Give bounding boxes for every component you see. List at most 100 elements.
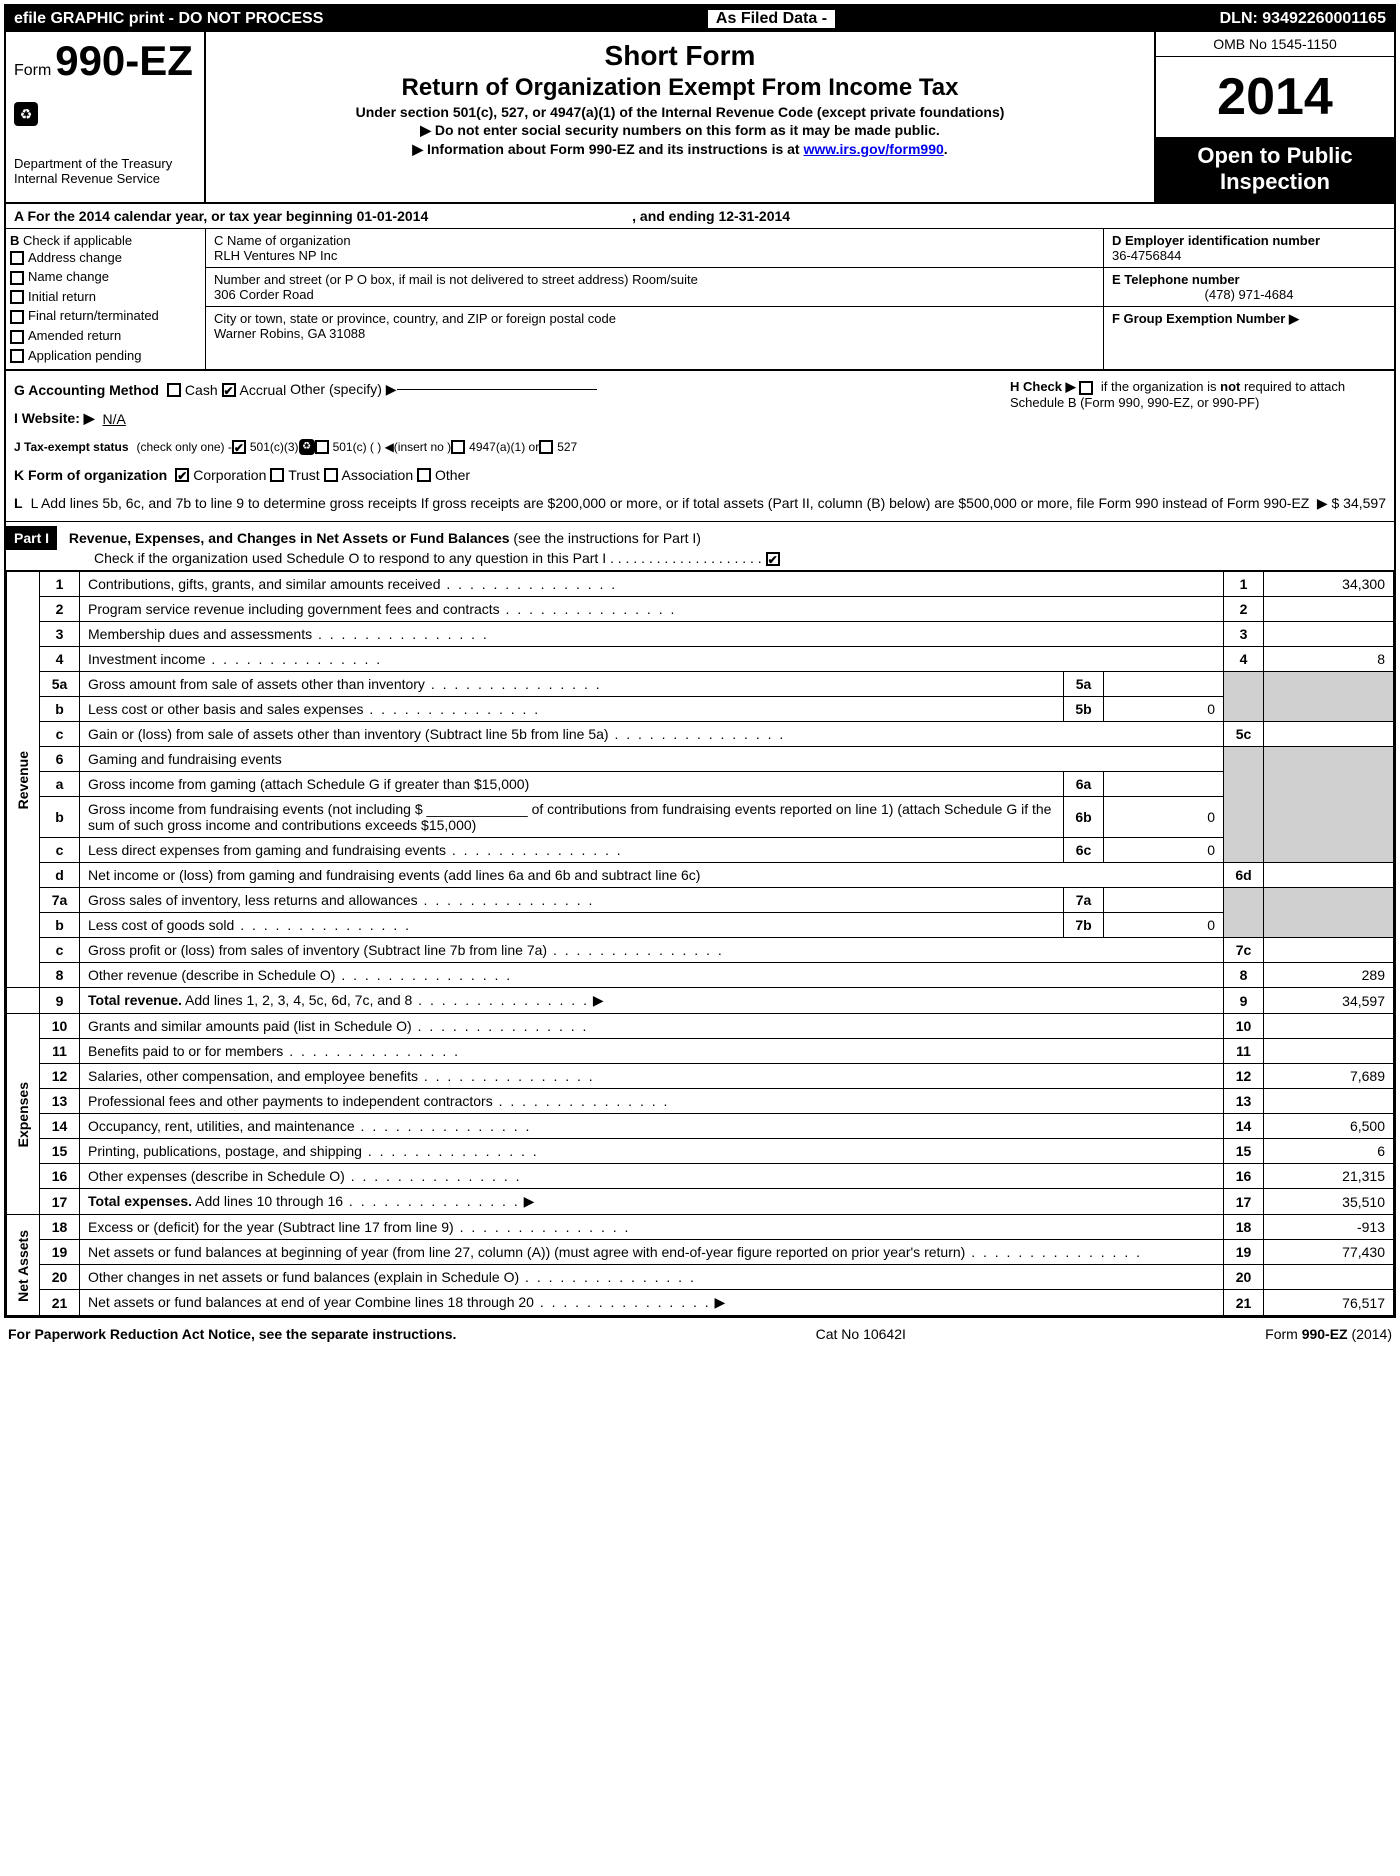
- website-value: N/A: [103, 411, 126, 427]
- part1-schedule-o-cb[interactable]: ✔: [766, 552, 780, 566]
- k-assoc-cb[interactable]: [324, 468, 338, 482]
- cb-pending[interactable]: Application pending: [10, 346, 201, 366]
- ein-value: 36-4756844: [1112, 248, 1386, 263]
- dept-treasury: Department of the Treasury: [14, 156, 196, 171]
- dept-irs: Internal Revenue Service: [14, 171, 196, 186]
- line-6: 6Gaming and fundraising events: [7, 747, 1394, 772]
- line-14: 14Occupancy, rent, utilities, and mainte…: [7, 1114, 1394, 1139]
- form-box: Form 990-EZ ♻ Department of the Treasury…: [6, 32, 206, 202]
- g-other: Other (specify) ▶: [290, 381, 396, 398]
- expenses-label: Expenses: [15, 1082, 31, 1147]
- line-2: 2Program service revenue including gover…: [7, 597, 1394, 622]
- line-1: Revenue 1Contributions, gifts, grants, a…: [7, 572, 1394, 597]
- j-4947: 4947(a)(1) or: [469, 440, 539, 454]
- h-text2: if the organization is: [1101, 379, 1220, 394]
- line-7b: bLess cost of goods sold 7b0: [7, 913, 1394, 938]
- omb-number: OMB No 1545-1150: [1156, 32, 1394, 57]
- c-city-label: City or town, state or province, country…: [214, 311, 1095, 326]
- part1-title: Revenue, Expenses, and Changes in Net As…: [69, 530, 701, 546]
- cb-amended[interactable]: Amended return: [10, 326, 201, 346]
- l-value: ▶ $ 34,597: [1317, 495, 1386, 512]
- line-7a: 7aGross sales of inventory, less returns…: [7, 888, 1394, 913]
- j-501c3: 501(c)(3): [250, 440, 299, 454]
- section-d: D Employer identification number 36-4756…: [1104, 229, 1394, 369]
- j-501c-cb[interactable]: [315, 440, 329, 454]
- c-street-label: Number and street (or P O box, if mail i…: [214, 272, 1095, 287]
- line-5b: bLess cost or other basis and sales expe…: [7, 697, 1394, 722]
- part1-check: Check if the organization used Schedule …: [14, 550, 1386, 566]
- line-6c: cLess direct expenses from gaming and fu…: [7, 838, 1394, 863]
- j-sub: (check only one) -: [137, 440, 232, 454]
- line-5c: cGain or (loss) from sale of assets othe…: [7, 722, 1394, 747]
- footer-mid: Cat No 10642I: [816, 1326, 906, 1342]
- g-other-line: [397, 389, 597, 390]
- line-12: 12Salaries, other compensation, and empl…: [7, 1064, 1394, 1089]
- org-city: Warner Robins, GA 31088: [214, 326, 1095, 341]
- subtitle: Under section 501(c), 527, or 4947(a)(1)…: [212, 104, 1148, 120]
- b-check-label: Check if applicable: [23, 233, 132, 248]
- line-17: 17Total expenses. Add lines 10 through 1…: [7, 1189, 1394, 1215]
- row-j: J Tax-exempt status (check only one) - ✔…: [14, 433, 1386, 461]
- g-cash-cb[interactable]: [167, 383, 181, 397]
- header-bar: efile GRAPHIC print - DO NOT PROCESS As …: [6, 6, 1394, 32]
- info-grid: B Check if applicable Address change Nam…: [6, 229, 1394, 371]
- org-street: 306 Corder Road: [214, 287, 1095, 302]
- netassets-label: Net Assets: [15, 1230, 31, 1302]
- cb-name[interactable]: Name change: [10, 267, 201, 287]
- footer-left: For Paperwork Reduction Act Notice, see …: [8, 1326, 456, 1342]
- period: .: [944, 141, 948, 157]
- warning: ▶ Do not enter social security numbers o…: [212, 122, 1148, 139]
- row-i: I Website: ▶ N/A: [14, 404, 1006, 433]
- form-prefix: Form: [14, 62, 51, 79]
- title-row: Form 990-EZ ♻ Department of the Treasury…: [6, 32, 1394, 204]
- short-form: Short Form: [212, 40, 1148, 72]
- irs-link[interactable]: www.irs.gov/form990: [803, 141, 943, 157]
- k-other: Other: [435, 467, 470, 483]
- section-a-label: A For the 2014 calendar year, or tax yea…: [14, 208, 428, 224]
- main-title: Return of Organization Exempt From Incom…: [212, 74, 1148, 102]
- j-501c3-cb[interactable]: ✔: [232, 440, 246, 454]
- line-4: 4Investment income 48: [7, 647, 1394, 672]
- footer-right: Form 990-EZ (2014): [1265, 1326, 1392, 1342]
- k-corp: Corporation: [193, 467, 266, 483]
- form-container: efile GRAPHIC print - DO NOT PROCESS As …: [4, 4, 1396, 1318]
- line-9: 9Total revenue. Total revenue. Add lines…: [7, 988, 1394, 1014]
- k-corp-cb[interactable]: ✔: [175, 468, 189, 482]
- line-20: 20Other changes in net assets or fund ba…: [7, 1265, 1394, 1290]
- j-527: 527: [557, 440, 577, 454]
- revenue-label: Revenue: [15, 751, 31, 809]
- group-label: F Group Exemption Number ▶: [1112, 311, 1299, 326]
- org-name: RLH Ventures NP Inc: [214, 248, 1095, 263]
- insp-label: Inspection: [1162, 169, 1388, 195]
- line-16: 16Other expenses (describe in Schedule O…: [7, 1164, 1394, 1189]
- k-label: K Form of organization: [14, 467, 167, 483]
- j-527-cb[interactable]: [539, 440, 553, 454]
- h-checkbox[interactable]: [1079, 381, 1093, 395]
- cb-initial[interactable]: Initial return: [10, 287, 201, 307]
- line-6b: bGross income from fundraising events (n…: [7, 797, 1394, 838]
- line-21: 21Net assets or fund balances at end of …: [7, 1290, 1394, 1316]
- efile-label: efile GRAPHIC print - DO NOT PROCESS: [14, 10, 323, 28]
- ein-label: D Employer identification number: [1112, 233, 1320, 248]
- h-label: H Check ▶: [1010, 379, 1076, 394]
- cb-final[interactable]: Final return/terminated: [10, 306, 201, 326]
- line-6a: aGross income from gaming (attach Schedu…: [7, 772, 1394, 797]
- j-4947-cb[interactable]: [451, 440, 465, 454]
- k-trust-cb[interactable]: [270, 468, 284, 482]
- g-cash: Cash: [185, 382, 218, 398]
- title-box: Short Form Return of Organization Exempt…: [206, 32, 1154, 202]
- line-6d: dNet income or (loss) from gaming and fu…: [7, 863, 1394, 888]
- c-name-label: C Name of organization: [214, 233, 1095, 248]
- j-501c: 501(c) ( ) ◀(insert no ): [333, 440, 452, 454]
- open-label: Open to Public: [1162, 143, 1388, 169]
- k-assoc: Association: [342, 467, 414, 483]
- recycle-icon: ♻: [14, 102, 38, 126]
- info-line: ▶ Information about Form 990-EZ and its …: [212, 141, 1148, 158]
- k-trust: Trust: [288, 467, 319, 483]
- line-15: 15Printing, publications, postage, and s…: [7, 1139, 1394, 1164]
- tel-label: E Telephone number: [1112, 272, 1240, 287]
- g-accrual-cb[interactable]: ✔: [222, 383, 236, 397]
- k-other-cb[interactable]: [417, 468, 431, 482]
- h-not: not: [1220, 379, 1240, 394]
- cb-address[interactable]: Address change: [10, 248, 201, 268]
